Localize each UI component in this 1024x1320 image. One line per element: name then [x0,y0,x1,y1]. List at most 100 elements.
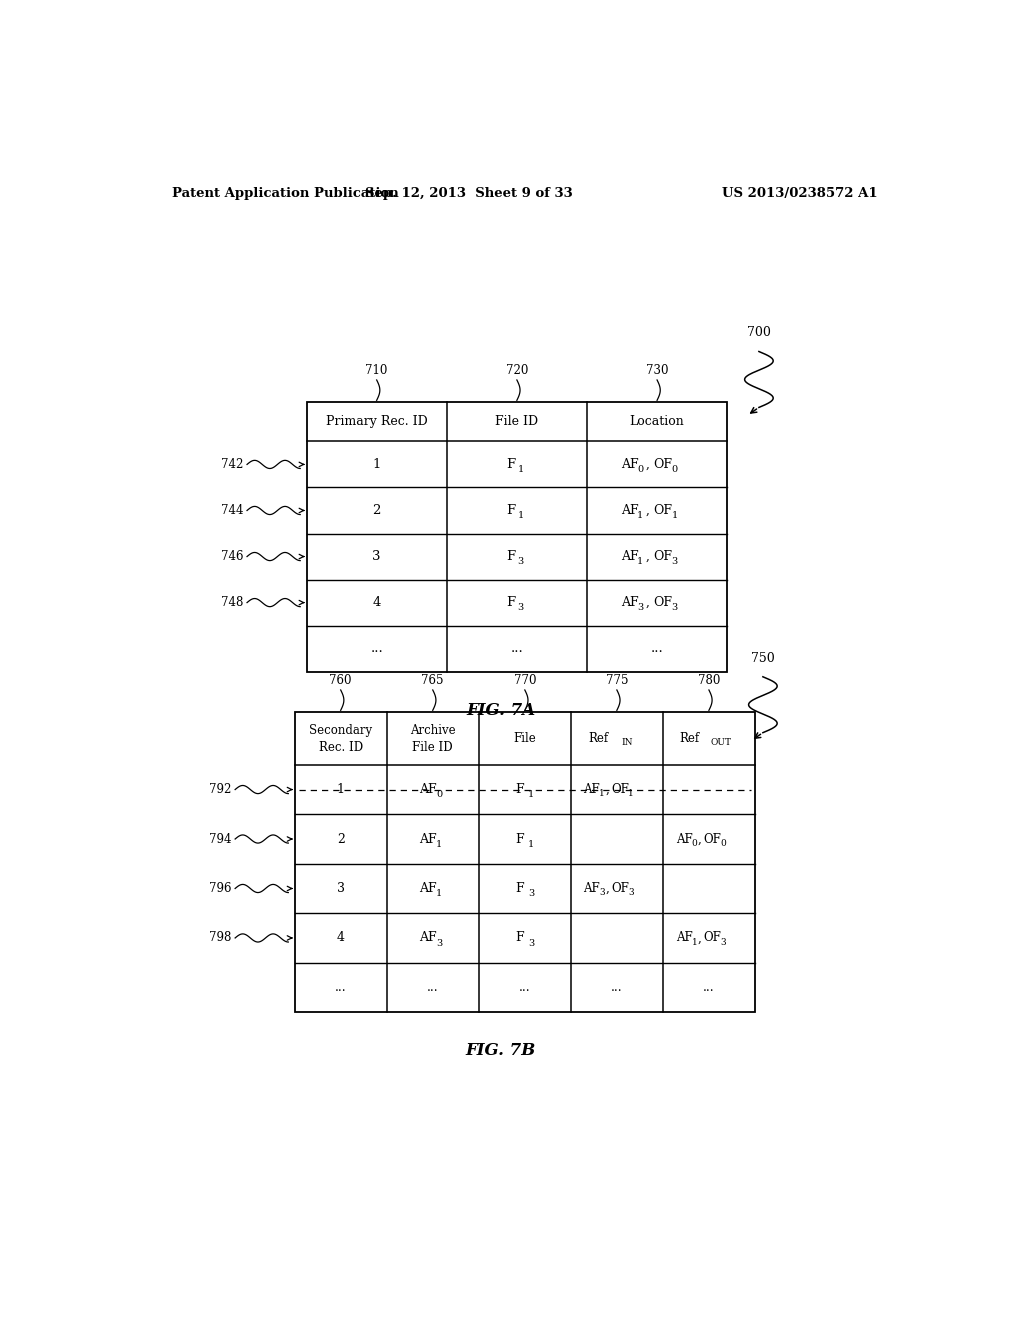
Text: 0: 0 [436,791,442,799]
Text: ,: , [645,597,649,609]
Text: 730: 730 [646,364,669,378]
Text: OUT: OUT [711,738,731,747]
Text: 3: 3 [518,557,524,566]
Text: 1: 1 [518,511,524,520]
Text: Archive
File ID: Archive File ID [410,723,456,754]
Text: 2: 2 [373,504,381,517]
Bar [295,713,755,1012]
Text: AF: AF [584,882,600,895]
Text: F: F [516,932,524,945]
Text: F: F [506,458,515,471]
Text: AF: AF [419,833,437,846]
Text: 1: 1 [528,791,535,799]
Text: Ref: Ref [679,733,699,744]
Text: 1: 1 [436,890,442,898]
Text: 1: 1 [672,511,678,520]
Text: ...: ... [335,981,346,994]
Text: FIG. 7A: FIG. 7A [466,702,536,719]
Text: 3: 3 [337,882,345,895]
Text: ...: ... [650,642,664,655]
Text: OF: OF [703,833,721,846]
Text: F: F [506,504,515,517]
Text: FIG. 7B: FIG. 7B [466,1043,537,1059]
Text: 1: 1 [599,789,605,799]
Text: US 2013/0238572 A1: US 2013/0238572 A1 [722,187,878,201]
Text: F: F [516,882,524,895]
Text: 3: 3 [528,890,535,898]
Text: 1: 1 [637,557,643,566]
Text: 1: 1 [528,840,535,849]
Text: ...: ... [371,642,383,655]
Text: 3: 3 [637,603,643,612]
Text: 796: 796 [209,882,231,895]
Text: File ID: File ID [496,416,539,429]
Text: 780: 780 [697,675,720,686]
Bar [306,403,727,672]
Text: F: F [516,833,524,846]
Text: AF: AF [419,882,437,895]
Text: 775: 775 [605,675,628,686]
Text: OF: OF [653,458,672,471]
Text: 0: 0 [720,838,726,847]
Text: 0: 0 [672,465,678,474]
Text: IN: IN [622,738,633,747]
Text: ...: ... [611,981,623,994]
Text: Patent Application Publication: Patent Application Publication [172,187,398,201]
Text: 1: 1 [436,840,442,849]
Text: 792: 792 [209,783,231,796]
Text: 1: 1 [637,511,643,520]
Text: ...: ... [511,642,523,655]
Text: ,: , [606,783,609,796]
Text: 1: 1 [518,465,524,474]
Text: File: File [513,733,537,744]
Text: 3: 3 [528,939,535,948]
Text: AF: AF [622,458,639,471]
Text: OF: OF [703,932,721,945]
Text: Primary Rec. ID: Primary Rec. ID [326,416,428,429]
Text: 4: 4 [337,932,345,945]
Text: Secondary
Rec. ID: Secondary Rec. ID [309,723,373,754]
Text: 748: 748 [221,597,243,609]
Text: 720: 720 [506,364,528,378]
Text: 3: 3 [518,603,524,612]
Text: 3: 3 [628,888,634,898]
Text: F: F [516,783,524,796]
Text: AF: AF [622,597,639,609]
Text: Location: Location [630,416,684,429]
Text: OF: OF [611,783,629,796]
Text: ,: , [697,932,701,945]
Text: AF: AF [419,932,437,945]
Text: 746: 746 [220,550,243,564]
Text: OF: OF [653,504,672,517]
Text: ...: ... [519,981,530,994]
Text: 750: 750 [751,652,775,664]
Text: ,: , [606,882,609,895]
Text: AF: AF [419,783,437,796]
Text: 744: 744 [220,504,243,517]
Text: ...: ... [703,981,715,994]
Text: 794: 794 [209,833,231,846]
Text: 0: 0 [691,838,697,847]
Text: Ref: Ref [589,733,609,744]
Text: ,: , [697,833,701,846]
Text: ,: , [645,504,649,517]
Text: AF: AF [622,550,639,564]
Text: AF: AF [622,504,639,517]
Text: AF: AF [676,932,692,945]
Text: 3: 3 [373,550,381,564]
Text: 2: 2 [337,833,345,846]
Text: 3: 3 [436,939,442,948]
Text: 1: 1 [691,937,697,946]
Text: AF: AF [584,783,600,796]
Text: ,: , [645,550,649,564]
Text: F: F [506,597,515,609]
Text: 1: 1 [373,458,381,471]
Text: OF: OF [653,597,672,609]
Text: 3: 3 [672,557,678,566]
Text: 798: 798 [209,932,231,945]
Text: 770: 770 [514,675,536,686]
Text: 760: 760 [330,675,352,686]
Text: 3: 3 [599,888,605,898]
Text: ...: ... [427,981,438,994]
Text: F: F [506,550,515,564]
